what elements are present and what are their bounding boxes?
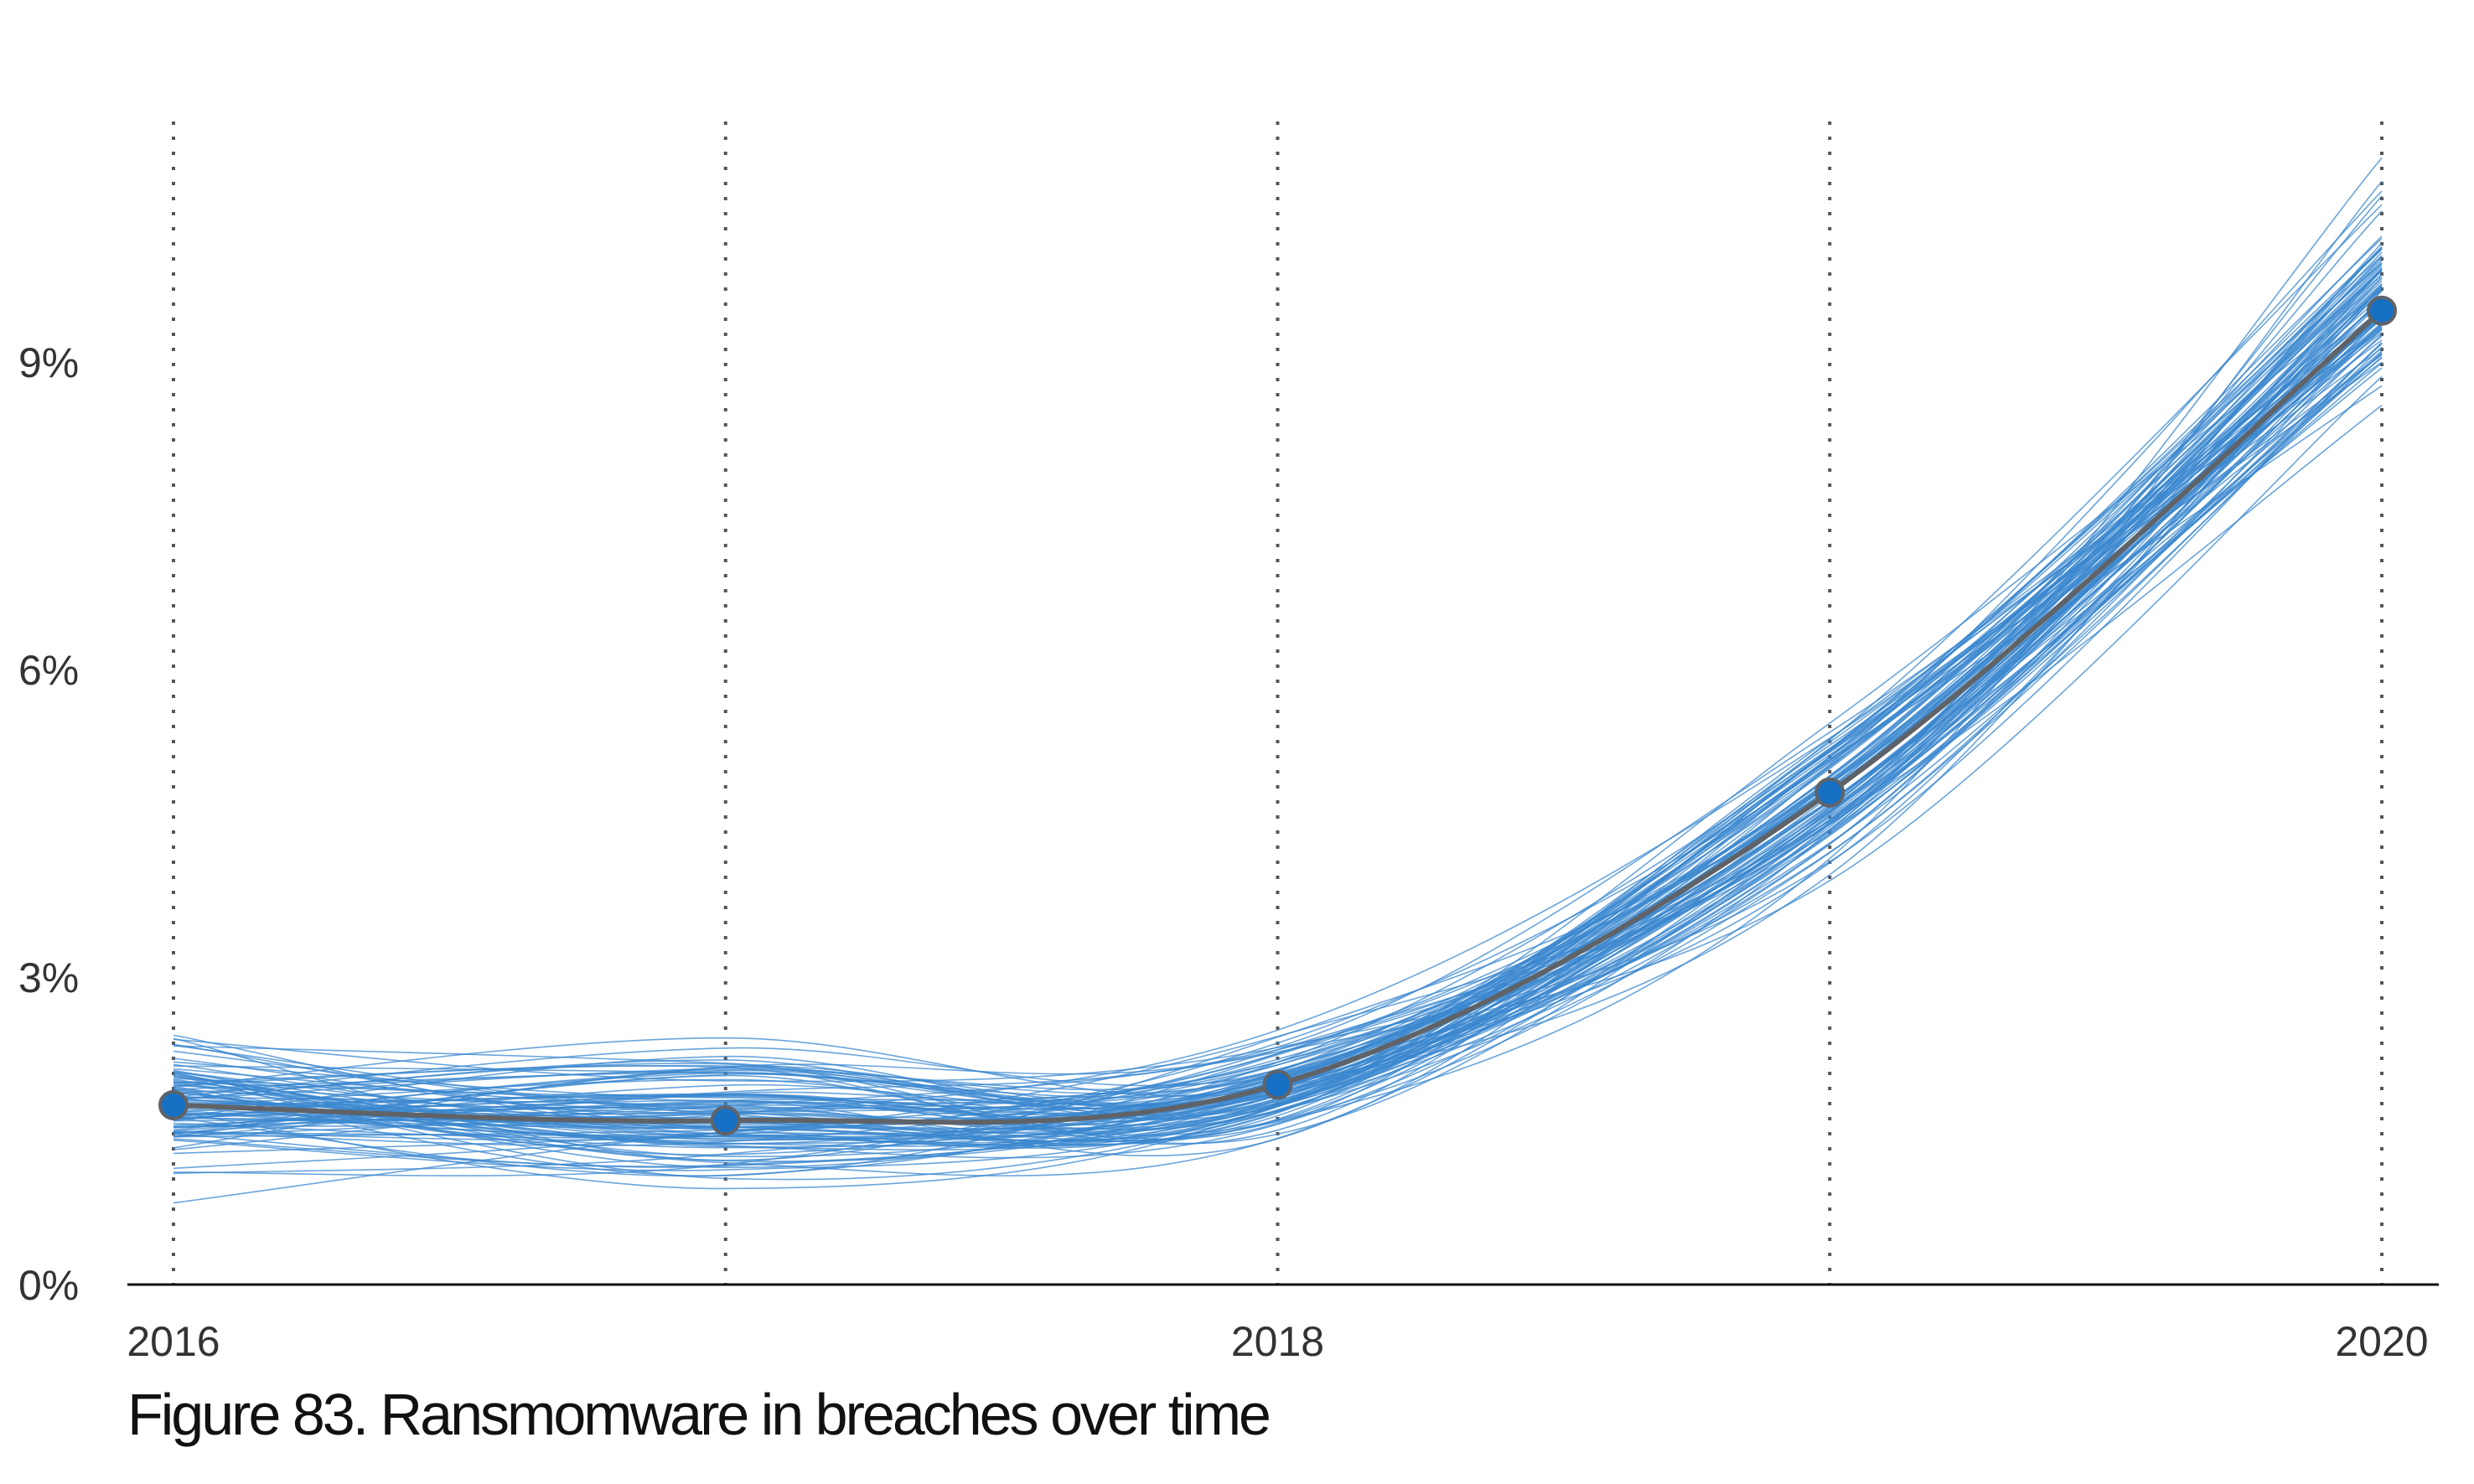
sample-line <box>173 326 2383 1137</box>
y-tick-label: 0% <box>18 1262 79 1309</box>
sample-line <box>173 357 2383 1119</box>
sample-line <box>173 335 2383 1098</box>
sample-line <box>173 289 2383 1145</box>
y-tick-label: 6% <box>18 647 79 694</box>
data-points <box>158 295 2397 1136</box>
sample-line <box>173 301 2383 1101</box>
sample-line <box>173 323 2383 1167</box>
sample-line <box>173 296 2383 1134</box>
data-point <box>710 1105 741 1136</box>
median-line <box>173 308 2383 1125</box>
x-tick-label: 2016 <box>127 1318 220 1365</box>
sample-line <box>173 251 2383 1121</box>
sample-line <box>173 323 2383 1146</box>
sample-line <box>173 302 2383 1204</box>
sample-line <box>173 267 2383 1099</box>
sample-line <box>173 323 2383 1145</box>
sample-line <box>173 268 2383 1131</box>
sample-line <box>173 308 2383 1128</box>
sample-line <box>173 298 2383 1170</box>
x-axis-ticks: 2016 2018 2020 <box>127 1318 2428 1365</box>
sample-line <box>173 266 2383 1175</box>
sample-line <box>173 273 2383 1138</box>
sample-line <box>173 284 2383 1176</box>
x-tick-label: 2018 <box>1231 1318 1324 1365</box>
sample-line <box>173 235 2383 1142</box>
sample-line <box>173 405 2383 1116</box>
sample-line <box>173 277 2383 1124</box>
sample-line <box>173 270 2383 1149</box>
sample-line <box>173 242 2383 1140</box>
y-axis-ticks: 0% 3% 6% 9% <box>18 339 79 1309</box>
sample-line <box>173 262 2383 1119</box>
sample-line <box>173 297 2383 1181</box>
sample-line <box>173 260 2383 1177</box>
sample-line <box>173 282 2383 1115</box>
sample-line <box>173 313 2383 1159</box>
sample-line <box>173 323 2383 1115</box>
y-tick-label: 3% <box>18 954 79 1001</box>
y-tick-label: 9% <box>18 339 79 386</box>
sample-line <box>173 361 2383 1135</box>
sample-line <box>173 324 2383 1122</box>
figure-caption: Figure 83. Ransmomware in breaches over … <box>127 1382 1271 1447</box>
sample-line <box>173 328 2383 1140</box>
sample-line <box>173 262 2383 1146</box>
sample-line <box>173 255 2383 1142</box>
x-tick-label: 2020 <box>2335 1318 2428 1365</box>
sample-line <box>173 274 2383 1147</box>
sample-line <box>173 343 2383 1162</box>
sample-line <box>173 256 2383 1115</box>
sample-line <box>173 313 2383 1130</box>
sample-line <box>173 362 2383 1138</box>
sample-line <box>173 277 2383 1141</box>
sample-line <box>173 323 2383 1094</box>
sample-line <box>173 356 2383 1145</box>
data-point <box>1814 777 1845 808</box>
data-point <box>158 1089 189 1120</box>
data-point <box>1262 1069 1293 1100</box>
sample-line <box>173 375 2383 1129</box>
sample-line <box>173 190 2383 1145</box>
data-point <box>2367 295 2397 326</box>
sample-line <box>173 287 2383 1142</box>
sample-line <box>173 327 2383 1120</box>
sample-line <box>173 354 2383 1144</box>
sample-line <box>173 204 2383 1151</box>
sample-line <box>173 328 2383 1150</box>
